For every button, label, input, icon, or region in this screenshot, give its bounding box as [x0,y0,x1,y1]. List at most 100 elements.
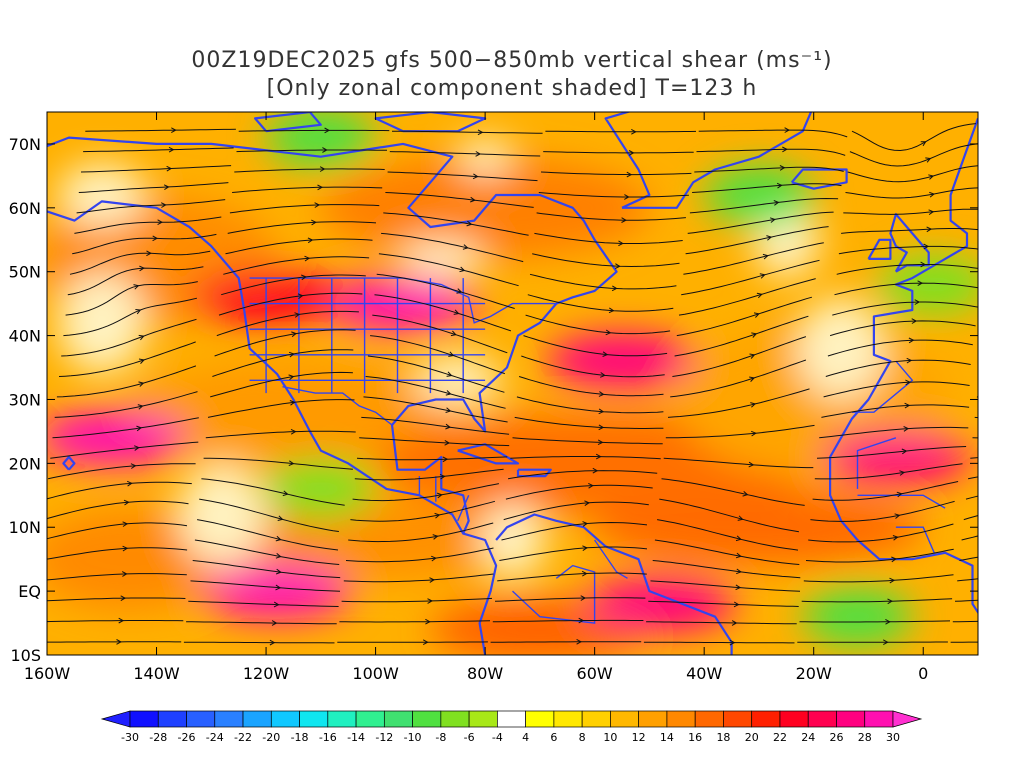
x-tick-label: 40W [686,664,722,683]
colorbar-swatch [525,710,555,728]
streamline-arrow [442,456,449,463]
streamline [392,130,543,134]
streamline-arrow [289,400,296,406]
colorbar-swatch [270,710,300,728]
streamline-arrow [892,535,899,541]
shading-weak-area [797,297,886,400]
streamline-arrow [324,127,331,134]
streamline [80,165,232,173]
streamline [521,355,665,378]
shading-zone-europe-easterly [879,254,978,315]
colorbar-label: -4 [492,731,503,744]
colorbar-swatch [864,710,894,728]
streamline [201,478,345,506]
streamline [543,151,694,154]
streamline-arrow [736,568,742,575]
streamline-arrow [776,182,783,189]
streamline [350,500,496,522]
streamline [676,296,813,337]
streamline [525,314,671,335]
streamline-arrow [152,235,159,242]
streamline-arrow [608,307,615,314]
streamline-arrow [445,407,452,413]
coastline-segment [867,238,892,260]
coastline-segment [516,468,552,478]
streamline-arrow [751,430,757,437]
streamline-arrow [130,463,137,469]
streamline-arrow [733,601,740,608]
colorbar-label: 14 [660,731,674,744]
streamline [678,278,816,316]
streamline [236,149,388,153]
shading-band [128,361,459,464]
colorbar-label: 10 [603,731,617,744]
streamline-arrow [475,151,482,157]
streamline-arrow [275,553,282,559]
streamline [234,168,385,173]
streamline-arrow [782,146,788,153]
x-tick-label: 60W [577,664,613,683]
y-tick-label: 30N [9,390,41,409]
streamline-arrow [731,620,738,626]
streamline-arrow [908,337,915,344]
streamline [663,457,814,469]
colorbar-swatch [807,710,837,728]
streamline-arrow [444,439,451,446]
streamline [518,376,664,397]
streamline [78,182,229,193]
streamline-arrow [269,639,276,646]
streamline [527,294,674,312]
colorbar-label: 12 [632,731,646,744]
y-tick-label: 60N [9,199,41,218]
streamline [238,129,390,132]
streamline [354,468,504,481]
streamline [199,498,339,532]
streamline [847,165,978,183]
shading-weak-area [457,137,513,176]
coastline-segment [374,112,487,133]
streamline [685,226,829,255]
streamline-arrow [121,571,128,577]
colorbar-label: -8 [435,731,446,744]
shading-zone-subtropical-pacific-jet [47,409,188,466]
streamline [974,416,978,419]
streamline [47,522,188,540]
streamline-arrow [431,555,437,562]
colorbar-swatch [751,710,781,728]
colorbar-label: 26 [829,731,843,744]
streamline [652,560,801,579]
colorbar-label: 4 [522,731,529,744]
streamline [816,446,967,459]
streamline-arrow [894,513,901,519]
streamline [47,547,188,560]
streamline [1005,131,1024,133]
streamline [696,148,846,156]
streamline [834,282,978,296]
streamline-arrow [923,243,930,250]
streamline-arrow [598,408,605,415]
shading-zone-south-atlantic-jet [585,575,736,632]
streamline [47,463,196,480]
streamline [381,232,524,263]
streamline-arrow [928,209,935,216]
streamline [661,478,805,506]
colorbar-swatch [581,710,611,728]
streamline [494,597,646,602]
streamline-arrow [773,200,780,206]
streamline-arrow [445,390,452,396]
streamlines [47,123,1024,646]
streamline-arrow [116,639,122,645]
streamline [681,259,820,296]
streamline [538,192,689,198]
streamline-arrow [290,428,297,435]
shear-shading [47,112,978,655]
streamline [58,341,196,377]
streamline-arrow [319,166,326,172]
political-border [594,539,628,579]
streamline-arrow [436,492,443,499]
colorbar-swatch [355,710,385,728]
streamline [836,264,978,275]
streamline [186,621,337,625]
streamline-arrow [887,598,894,605]
streamline [343,573,494,583]
